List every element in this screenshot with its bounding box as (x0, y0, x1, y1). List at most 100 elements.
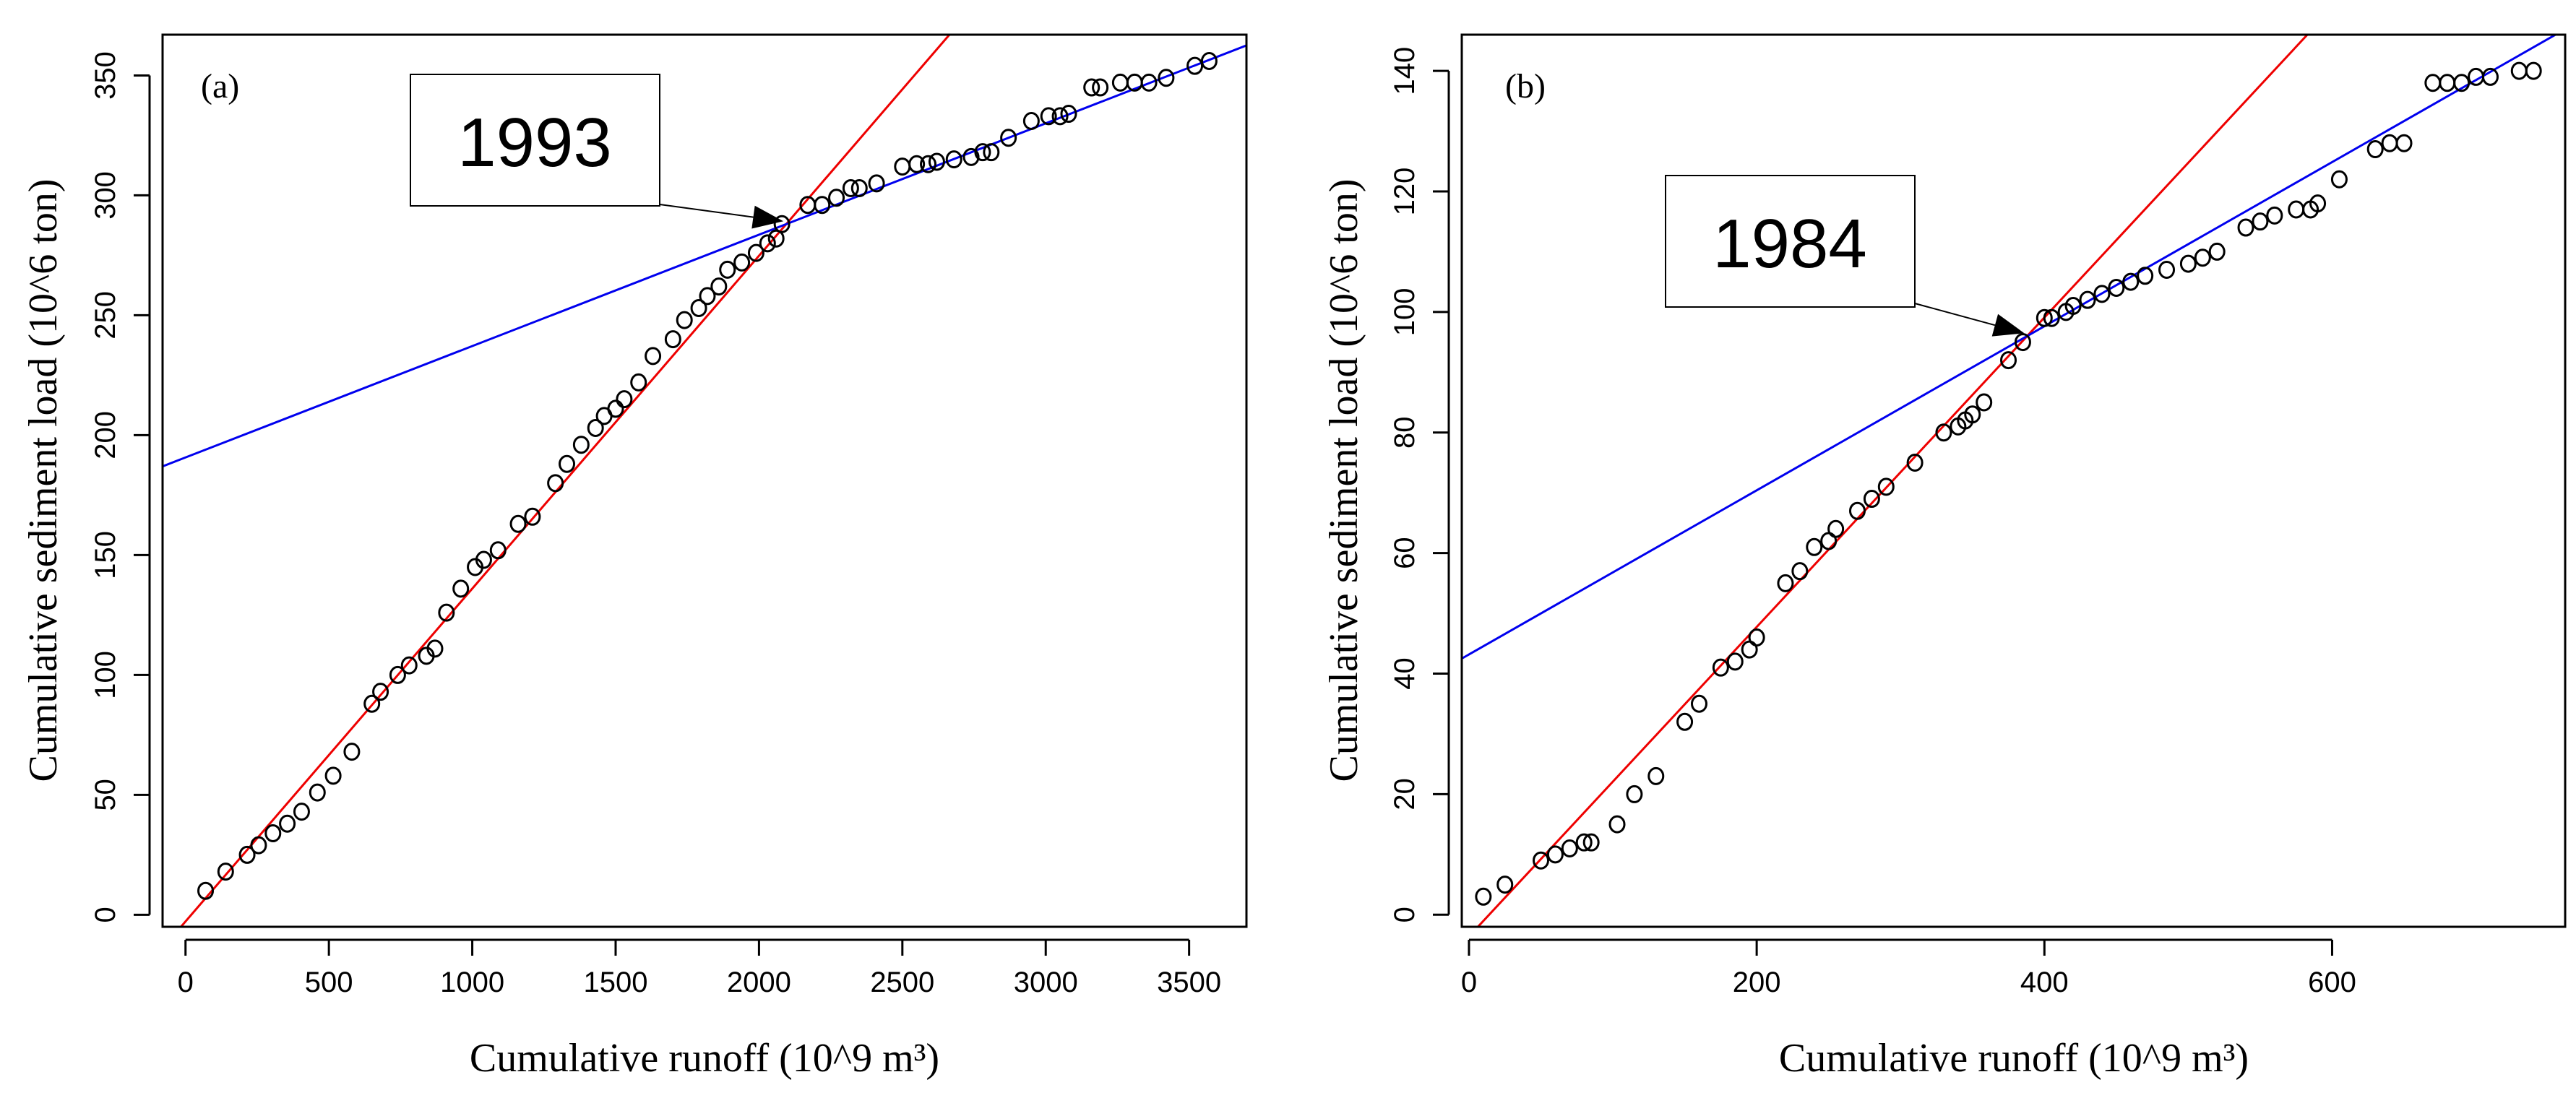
panel-b-plot-frame (1460, 33, 2567, 928)
panel-a-data-point (1022, 112, 1040, 131)
panel-a-data-point (363, 694, 381, 713)
panel-a-data-point (699, 287, 716, 306)
panel-b-y-tick-label: 20 (1389, 778, 1421, 810)
panel-a-fit-line-before (179, 35, 951, 927)
panel-a-break-box (410, 74, 660, 207)
panel-b-fit-line-before (1476, 35, 2309, 927)
panel-a-data-point (1140, 73, 1158, 92)
panel-b-y-tick-label: 60 (1389, 537, 1421, 569)
panel-a-data-point (945, 150, 962, 169)
panel-a-x-tick-label: 1000 (440, 967, 504, 998)
panel-b-break-callout: 1984 (1665, 175, 2025, 337)
panel-a-break-arrowhead (751, 205, 784, 229)
panel-a-data-point (238, 845, 256, 864)
panel-a-data-point (426, 639, 444, 658)
panel-a-data-point (676, 311, 693, 329)
panel-b-data-point (2288, 200, 2305, 219)
panel-a-data-point (920, 155, 937, 173)
panel-b-data-point (1546, 845, 1564, 864)
panel-b-data-point (1827, 519, 1845, 538)
panel-b-data-point (1575, 833, 1593, 852)
panel-a-data-point (293, 803, 310, 821)
panel-b-y-axis-title: Cumulative sediment load (10^6 ton) (1322, 178, 1366, 782)
panel-a-data-point (983, 143, 1000, 162)
panel-a-data-point (1000, 129, 1017, 147)
panel-b-data-point (1496, 876, 1514, 894)
panel-b-x-axis-title: Cumulative runoff (10^9 m³) (1779, 1036, 2249, 1081)
panel-a-data-point (1186, 56, 1204, 75)
panel-b-data-point (2366, 140, 2384, 159)
panel-a-plot-frame (161, 33, 1248, 928)
panel-a-break-callout: 1993 (410, 74, 784, 229)
panel-b-x-axis: 0 200 400 600 (1461, 938, 2356, 998)
panel-a-fit-line-after (163, 44, 1246, 468)
panel-b-data-point (2309, 194, 2327, 213)
panel-a-break-arrow (659, 204, 754, 218)
panel-a-data-point (850, 178, 868, 197)
panel-a-data-point (372, 683, 389, 701)
panel-a-data-point (309, 783, 326, 802)
panel-b-data-point (2237, 218, 2254, 237)
panel-b-data-point (1791, 562, 1809, 581)
panel-a-data-point (587, 418, 604, 437)
panel-b-data-point (2108, 278, 2125, 297)
panel-b-y-tick-label: 100 (1389, 288, 1421, 336)
panel-a-data-point (217, 863, 234, 881)
panel-a-fit-lines (163, 35, 1246, 927)
panel-b-fit-line-after (1462, 35, 2558, 660)
panel-a-data-point (928, 152, 945, 171)
panel-b-data-point (2381, 134, 2398, 152)
panel-b-data-point (2208, 242, 2226, 261)
panel-a-y-tick-label: 300 (90, 171, 121, 220)
panel-a-label: (a) (201, 67, 239, 105)
panel-a-data-point (389, 665, 406, 684)
panel-b-y-tick-label: 40 (1389, 657, 1421, 690)
panel-b-data-point (2179, 254, 2197, 273)
panel-a-data-point (710, 277, 728, 296)
panel-b-data-point (1906, 453, 1924, 472)
panel-b-data-point (1848, 501, 1866, 520)
panel-b-x-tick-label: 600 (2308, 967, 2356, 998)
panel-b-data-point (2158, 260, 2176, 279)
panel-b-data-point (1532, 851, 1549, 870)
panel-a-data-point (747, 243, 764, 262)
panel-b-data-point (2395, 134, 2413, 152)
panel-b-data-point (2266, 206, 2283, 225)
panel-a-data-point (616, 390, 633, 409)
panel-b-data-point (1748, 628, 1765, 647)
panel-a-y-axis: 0 50 100 150 200 250 300 350 (90, 51, 151, 923)
panel-b: 0 200 400 600 0 20 40 60 80 100 120 140 (b) Cumula… (1322, 33, 2567, 1081)
panel-b-data-point (2064, 297, 2082, 316)
panel-b-data-point (1676, 712, 1694, 731)
panel-a-data-point (509, 514, 527, 533)
panel-b-data-point (1726, 652, 1744, 671)
panel-a-data-point (664, 330, 681, 349)
panel-a-data-point (197, 881, 215, 900)
panel-b-data-point (1806, 537, 1823, 556)
panel-a-data-point (1092, 78, 1109, 97)
panel-a-data-point (759, 234, 776, 253)
panel-a-y-tick-label: 100 (90, 651, 121, 699)
panel-a-data-point (547, 474, 564, 493)
panel-b-data-point (1626, 784, 1643, 803)
panel-b-y-tick-label: 80 (1389, 416, 1421, 449)
panel-b-x-tick-label: 0 (1461, 967, 1477, 998)
panel-a-data-point (719, 260, 736, 279)
panel-b-y-tick-label: 140 (1389, 47, 1421, 95)
panel-a-data-point (279, 814, 296, 833)
panel-a-x-tick-label: 1500 (583, 967, 647, 998)
panel-b-data-point (2194, 248, 2211, 267)
panel-a-data-point (894, 157, 911, 176)
panel-b-data-point (2252, 212, 2269, 231)
panel-a-x-tick-label: 2500 (870, 967, 934, 998)
panel-a-data-point (572, 436, 590, 454)
panel-b-data-point (1877, 477, 1895, 496)
panel-a-x-tick-label: 3500 (1157, 967, 1221, 998)
panel-b-break-year: 1984 (1713, 205, 1867, 282)
panel-b-data-point (1608, 815, 1626, 834)
panel-b-data-point (2453, 74, 2471, 92)
panel-b-data-point (2481, 67, 2499, 86)
panel-a-data-point (1060, 105, 1077, 124)
panel-b-data-point (2093, 285, 2111, 303)
